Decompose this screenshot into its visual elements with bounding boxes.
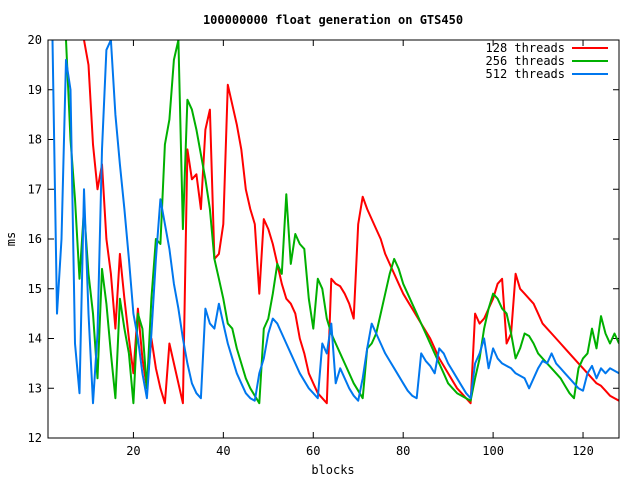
- x-tick-label: 20: [126, 444, 140, 458]
- plot-frame: [47, 39, 620, 439]
- x-tick-label: 120: [572, 444, 594, 458]
- y-tick-label: 18: [28, 133, 42, 147]
- y-tick-label: 17: [28, 182, 42, 196]
- series-lines: [51, 40, 619, 405]
- y-tick-label: 14: [28, 332, 42, 346]
- y-tick-label: 19: [28, 83, 42, 97]
- y-tick-label: 16: [28, 232, 42, 246]
- y-tick-label: 12: [28, 431, 42, 445]
- x-tick-label: 40: [216, 444, 230, 458]
- legend-label: 256 threads: [486, 54, 565, 68]
- y-tick-label: 20: [28, 33, 42, 47]
- y-tick-label: 15: [28, 282, 42, 296]
- x-tick-label: 100: [482, 444, 504, 458]
- series-line-256-threads: [65, 40, 619, 405]
- x-tick-label: 60: [306, 444, 320, 458]
- y-tick-label: 13: [28, 381, 42, 395]
- axes: 12 13 14 15 16 17 18 19 20 20 40 60 80 100 120: [28, 33, 619, 458]
- series-line-512-threads: [51, 40, 619, 405]
- series-line-128-threads: [83, 40, 619, 405]
- legend-label: 512 threads: [486, 67, 565, 81]
- chart-title: 100000000 float generation on GTS450: [203, 13, 463, 27]
- x-tick-label: 80: [396, 444, 410, 458]
- legend-label: 128 threads: [486, 41, 565, 55]
- y-axis-label: ms: [4, 232, 18, 246]
- x-axis-label: blocks: [311, 463, 354, 477]
